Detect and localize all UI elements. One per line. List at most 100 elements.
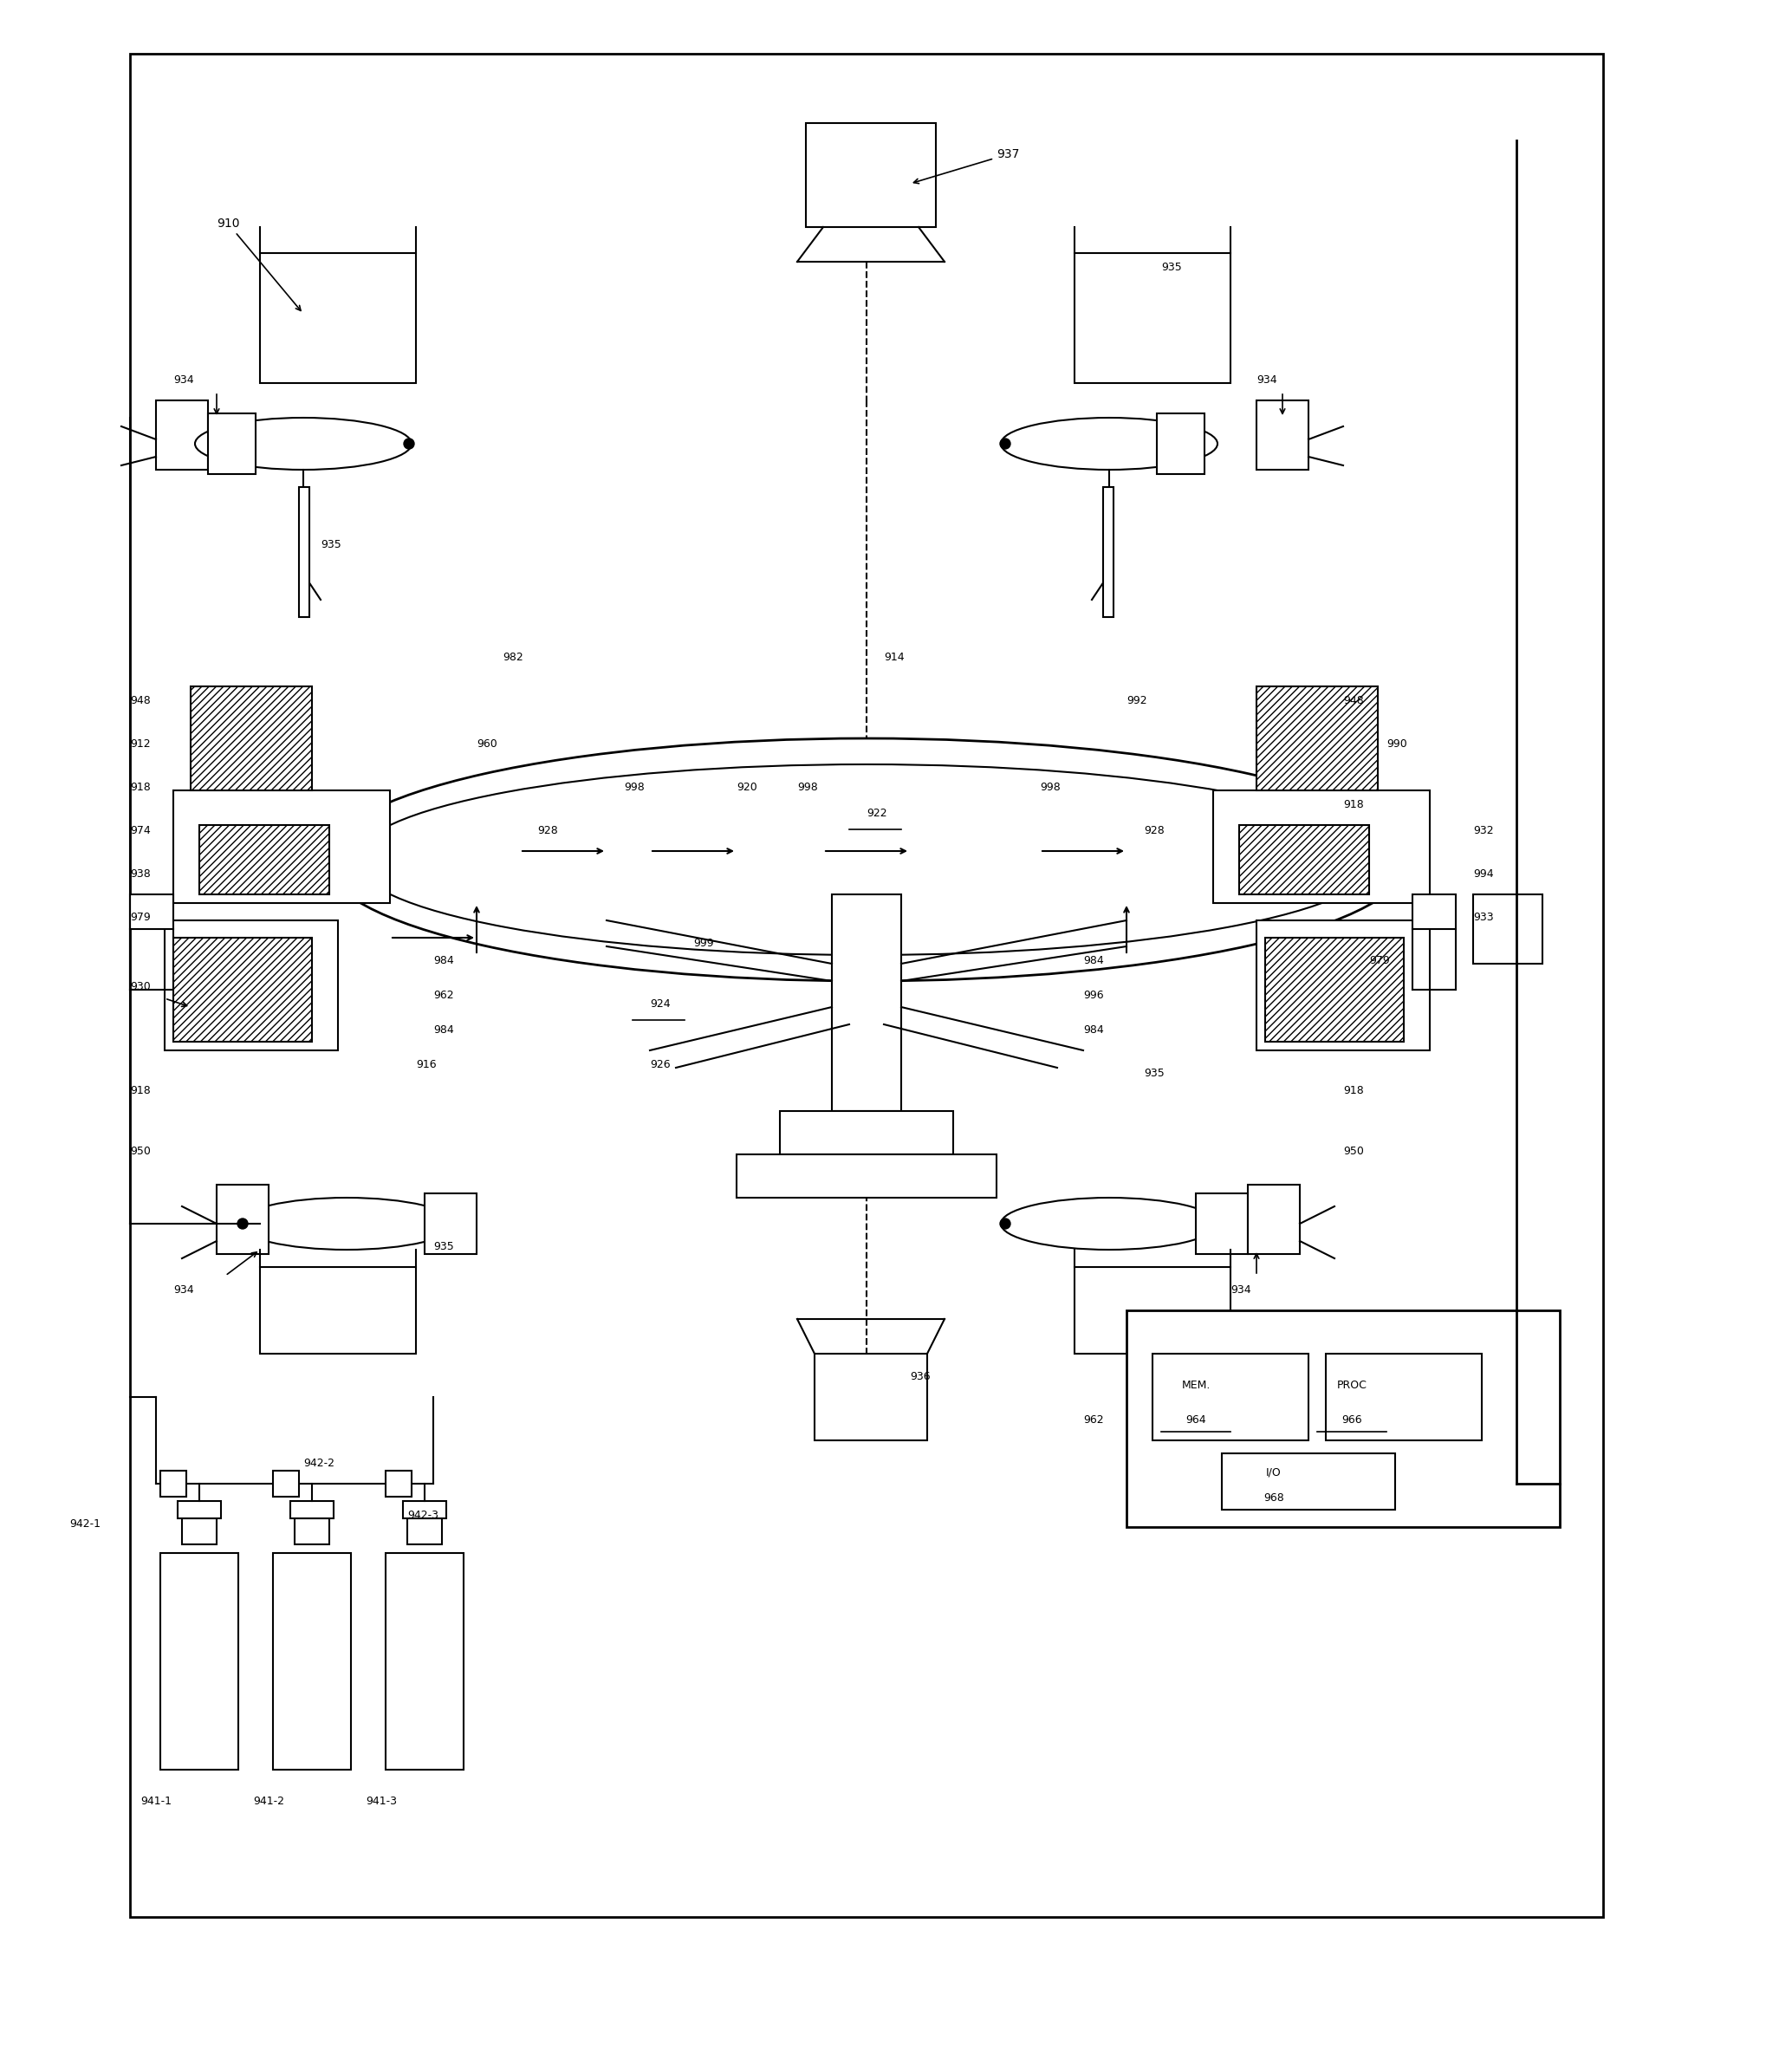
Text: 948: 948 — [131, 696, 151, 706]
Text: 998: 998 — [624, 782, 645, 792]
Text: 996: 996 — [1082, 989, 1104, 1001]
Bar — [159, 1554, 238, 1771]
Circle shape — [403, 438, 414, 448]
Bar — [780, 1112, 953, 1155]
Bar — [1256, 686, 1378, 790]
Text: 934: 934 — [1231, 1283, 1251, 1296]
Text: 984: 984 — [434, 956, 453, 966]
Text: 910: 910 — [217, 217, 301, 311]
Text: 936: 936 — [910, 1371, 930, 1382]
Bar — [159, 1470, 186, 1496]
Bar — [1104, 487, 1113, 616]
Circle shape — [1000, 438, 1011, 448]
Circle shape — [1000, 1218, 1011, 1228]
Text: 999: 999 — [694, 938, 713, 950]
Bar — [1238, 825, 1369, 895]
Text: 990: 990 — [1387, 739, 1407, 749]
Text: 918: 918 — [1344, 1085, 1364, 1097]
Text: 942-1: 942-1 — [70, 1519, 100, 1529]
Bar — [815, 1353, 926, 1441]
Text: 948: 948 — [1344, 696, 1364, 706]
Text: 992: 992 — [1127, 696, 1147, 706]
Text: 934: 934 — [174, 1283, 194, 1296]
Text: 926: 926 — [650, 1058, 670, 1071]
Text: 941-1: 941-1 — [140, 1795, 172, 1808]
Text: 912: 912 — [131, 739, 151, 749]
Bar — [174, 938, 312, 1042]
Bar — [1247, 1185, 1299, 1255]
Bar — [806, 123, 935, 227]
Bar — [165, 921, 339, 1050]
Bar — [1158, 413, 1204, 475]
Bar — [208, 413, 256, 475]
Bar — [403, 1500, 446, 1519]
Text: 950: 950 — [131, 1146, 151, 1157]
Bar — [1195, 1193, 1247, 1255]
Text: 914: 914 — [883, 651, 905, 663]
Bar — [737, 1155, 996, 1197]
Bar — [1256, 401, 1308, 469]
Text: PROC: PROC — [1337, 1380, 1367, 1392]
Text: 984: 984 — [434, 1024, 453, 1036]
Text: 942-3: 942-3 — [407, 1511, 439, 1521]
Bar — [294, 1519, 330, 1543]
Bar — [831, 895, 901, 1112]
Bar — [260, 254, 416, 383]
Bar — [1326, 1353, 1482, 1441]
Text: 933: 933 — [1473, 911, 1493, 923]
Bar — [156, 401, 208, 469]
Bar — [299, 487, 310, 616]
Text: 964: 964 — [1186, 1414, 1206, 1425]
Ellipse shape — [195, 418, 412, 469]
Bar — [425, 1193, 477, 1255]
Text: 979: 979 — [131, 911, 151, 923]
Text: 984: 984 — [1082, 956, 1104, 966]
Text: 922: 922 — [867, 809, 887, 819]
Text: 916: 916 — [416, 1058, 437, 1071]
Text: 942-2: 942-2 — [303, 1457, 335, 1470]
Ellipse shape — [355, 764, 1378, 956]
Text: 930: 930 — [131, 981, 151, 993]
Circle shape — [237, 1218, 247, 1228]
Bar — [217, 1185, 269, 1255]
Ellipse shape — [1002, 1197, 1217, 1249]
Text: 934: 934 — [174, 375, 194, 385]
Text: 966: 966 — [1342, 1414, 1362, 1425]
Bar — [272, 1554, 351, 1771]
Text: 950: 950 — [1344, 1146, 1364, 1157]
Bar — [1152, 1353, 1308, 1441]
Text: 984: 984 — [1082, 1024, 1104, 1036]
Text: 935: 935 — [1143, 1069, 1165, 1079]
Bar — [177, 1500, 220, 1519]
Text: 918: 918 — [131, 782, 151, 792]
Text: 962: 962 — [1082, 1414, 1104, 1425]
Bar — [131, 53, 1604, 1916]
Bar — [1075, 1267, 1231, 1353]
Text: 918: 918 — [1344, 798, 1364, 811]
Text: 935: 935 — [1161, 262, 1181, 272]
Bar — [272, 1470, 299, 1496]
Bar — [1127, 1310, 1559, 1527]
Bar — [190, 686, 312, 790]
Text: 934: 934 — [1256, 375, 1278, 385]
Bar — [1265, 938, 1403, 1042]
Bar — [1473, 895, 1543, 964]
Bar — [260, 1267, 416, 1353]
Text: 932: 932 — [1473, 825, 1493, 837]
Text: 998: 998 — [797, 782, 817, 792]
Bar — [199, 825, 330, 895]
Bar — [407, 1519, 443, 1543]
Text: 937: 937 — [914, 147, 1020, 184]
Text: 935: 935 — [434, 1240, 453, 1253]
Ellipse shape — [1002, 418, 1217, 469]
Text: 982: 982 — [502, 651, 523, 663]
Text: 998: 998 — [1039, 782, 1061, 792]
Bar — [131, 895, 174, 929]
Text: 918: 918 — [131, 1085, 151, 1097]
Bar — [1075, 254, 1231, 383]
Text: 994: 994 — [1473, 868, 1493, 880]
Bar — [1222, 1453, 1396, 1511]
Bar — [1256, 921, 1430, 1050]
Text: 962: 962 — [434, 989, 453, 1001]
Text: MEM.: MEM. — [1181, 1380, 1210, 1392]
